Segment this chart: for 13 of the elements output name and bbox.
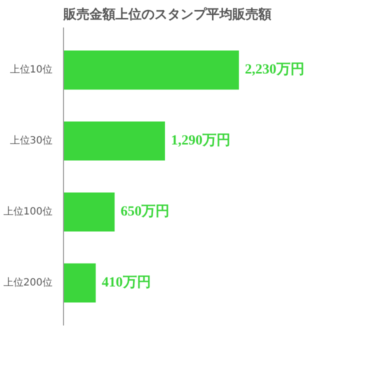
data-label: 1,290万円 — [170, 132, 230, 149]
data-label: 2,230万円 — [244, 62, 304, 78]
bar — [64, 263, 96, 302]
y-tick-label: 上位10位 — [10, 64, 53, 76]
y-tick-label: 上位30位 — [10, 134, 53, 147]
data-label: 410万円 — [102, 274, 151, 290]
bar — [64, 122, 165, 161]
y-tick-label: 上位200位 — [3, 276, 53, 288]
bar — [64, 192, 115, 232]
bar — [64, 50, 239, 90]
y-tick-label: 上位100位 — [3, 205, 53, 218]
chart-title: 販売金額上位のスタンプ平均販売額 — [62, 6, 272, 22]
data-label: 650万円 — [120, 203, 170, 220]
